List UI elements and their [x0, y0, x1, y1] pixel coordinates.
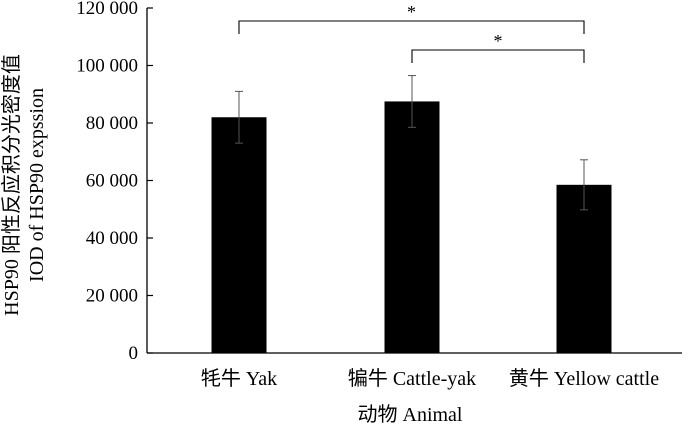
x-category-label: 犏牛 Cattle-yak — [348, 367, 476, 390]
significance-brackets: ** — [238, 2, 585, 63]
y-tick-label: 20 000 — [86, 286, 138, 307]
y-tick-label: 0 — [129, 343, 139, 364]
y-tick-label: 40 000 — [86, 228, 138, 249]
significance-marker: * — [407, 2, 416, 22]
significance-bracket — [411, 49, 585, 63]
y-tick-label: 100 000 — [76, 56, 138, 77]
y-axis-title-line2: IOD of HSP90 expssion — [26, 88, 48, 282]
y-tick-label: 80 000 — [86, 113, 138, 134]
y-axis-title: HSP90 阳性反应积分光密度值 IOD of HSP90 expssion — [0, 54, 48, 316]
bar — [384, 101, 440, 353]
x-axis-title: 动物 Animal — [358, 403, 463, 426]
y-axis-ticks: 0 20 000 40 000 60 000 80 000 100 000 120 000 — [76, 0, 153, 364]
bar — [211, 117, 267, 353]
significance-bracket — [238, 20, 585, 34]
significance-marker: * — [494, 31, 503, 51]
x-category-label: 黄牛 Yellow cattle — [509, 367, 659, 390]
x-axis-categories: 牦牛 Yak 犏牛 Cattle-yak 黄牛 Yellow cattle — [201, 367, 659, 390]
error-bars — [235, 75, 588, 211]
y-axis-title-line1: HSP90 阳性反应积分光密度值 — [0, 54, 23, 316]
y-tick-label: 120 000 — [76, 0, 138, 19]
bars — [211, 101, 612, 353]
y-tick-label: 60 000 — [86, 171, 138, 192]
bar — [556, 184, 612, 353]
x-category-label: 牦牛 Yak — [201, 367, 277, 390]
